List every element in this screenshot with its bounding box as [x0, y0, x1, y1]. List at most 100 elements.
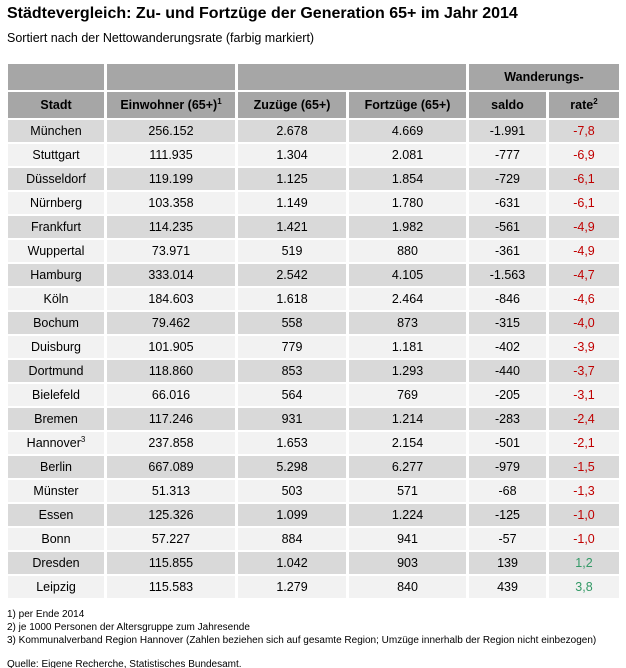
city-cell: Münster — [8, 480, 104, 502]
city-cell: Dresden — [8, 552, 104, 574]
saldo-cell: -561 — [469, 216, 546, 238]
saldo-cell: -1.991 — [469, 120, 546, 142]
page-subtitle: Sortiert nach der Nettowanderungsrate (f… — [7, 31, 315, 45]
city-cell: Essen — [8, 504, 104, 526]
fortzuege-cell: 880 — [349, 240, 466, 262]
saldo-cell: -631 — [469, 192, 546, 214]
table-row: Duisburg 101.905 779 1.181 -402 -3,9 — [8, 336, 619, 358]
column-header-label: saldo — [491, 98, 524, 112]
einwohner-cell: 103.358 — [107, 192, 235, 214]
saldo-cell: -283 — [469, 408, 546, 430]
zuzuege-cell: 1.421 — [238, 216, 346, 238]
saldo-cell: -125 — [469, 504, 546, 526]
zuzuege-cell: 1.618 — [238, 288, 346, 310]
city-cell: Düsseldorf — [8, 168, 104, 190]
fortzuege-cell: 2.464 — [349, 288, 466, 310]
saldo-cell: 139 — [469, 552, 546, 574]
rate-cell: -1,0 — [549, 528, 619, 550]
column-header-einwohner: Einwohner (65+)1 — [107, 92, 235, 118]
table-row: Nürnberg 103.358 1.149 1.780 -631 -6,1 — [8, 192, 619, 214]
einwohner-cell: 57.227 — [107, 528, 235, 550]
table-row: Köln 184.603 1.618 2.464 -846 -4,6 — [8, 288, 619, 310]
rate-cell: -1,0 — [549, 504, 619, 526]
fortzuege-cell: 2.154 — [349, 432, 466, 454]
group-header-wanderungs: Wanderungs- — [469, 64, 619, 90]
fortzuege-cell: 873 — [349, 312, 466, 334]
rate-cell: -4,0 — [549, 312, 619, 334]
saldo-cell: -68 — [469, 480, 546, 502]
column-header-zuzuege: Zuzüge (65+) — [238, 92, 346, 118]
fortzuege-cell: 2.081 — [349, 144, 466, 166]
rate-cell: 1,2 — [549, 552, 619, 574]
zuzuege-cell: 1.304 — [238, 144, 346, 166]
einwohner-cell: 667.089 — [107, 456, 235, 478]
city-cell: Stuttgart — [8, 144, 104, 166]
fortzuege-cell: 1.982 — [349, 216, 466, 238]
column-header-stadt: Stadt — [8, 92, 104, 118]
rate-cell: -3,1 — [549, 384, 619, 406]
city-cell: Dortmund — [8, 360, 104, 382]
zuzuege-cell: 1.125 — [238, 168, 346, 190]
rate-cell: -3,9 — [549, 336, 619, 358]
table-row: Frankfurt 114.235 1.421 1.982 -561 -4,9 — [8, 216, 619, 238]
fortzuege-cell: 1.181 — [349, 336, 466, 358]
einwohner-cell: 119.199 — [107, 168, 235, 190]
fortzuege-cell: 1.780 — [349, 192, 466, 214]
city-cell: Bochum — [8, 312, 104, 334]
column-header-rate: rate2 — [549, 92, 619, 118]
fortzuege-cell: 941 — [349, 528, 466, 550]
table-row: Hamburg 333.014 2.542 4.105 -1.563 -4,7 — [8, 264, 619, 286]
saldo-cell: -57 — [469, 528, 546, 550]
footnote-1: 1) per Ende 2014 — [7, 609, 85, 620]
fortzuege-cell: 1.224 — [349, 504, 466, 526]
table-row: Bochum 79.462 558 873 -315 -4,0 — [8, 312, 619, 334]
column-header-label: Einwohner (65+) — [120, 98, 218, 112]
city-cell: Hannover3 — [8, 432, 104, 454]
column-header-sup: 1 — [217, 96, 222, 106]
table-row: Bonn 57.227 884 941 -57 -1,0 — [8, 528, 619, 550]
zuzuege-cell: 884 — [238, 528, 346, 550]
rate-cell: -6,1 — [549, 192, 619, 214]
page-title: Städtevergleich: Zu- und Fortzüge der Ge… — [7, 5, 518, 22]
table-body: München 256.152 2.678 4.669 -1.991 -7,8 Stuttg… — [8, 120, 619, 598]
saldo-cell: 439 — [469, 576, 546, 598]
einwohner-cell: 117.246 — [107, 408, 235, 430]
city-cell: Bremen — [8, 408, 104, 430]
einwohner-cell: 125.326 — [107, 504, 235, 526]
zuzuege-cell: 1.099 — [238, 504, 346, 526]
city-cell: Frankfurt — [8, 216, 104, 238]
zuzuege-cell: 558 — [238, 312, 346, 334]
table-row: München 256.152 2.678 4.669 -1.991 -7,8 — [8, 120, 619, 142]
city-cell: Köln — [8, 288, 104, 310]
rate-cell: -4,9 — [549, 216, 619, 238]
zuzuege-cell: 1.653 — [238, 432, 346, 454]
zuzuege-cell: 2.678 — [238, 120, 346, 142]
einwohner-cell: 114.235 — [107, 216, 235, 238]
city-cell: Wuppertal — [8, 240, 104, 262]
rate-cell: -6,1 — [549, 168, 619, 190]
zuzuege-cell: 503 — [238, 480, 346, 502]
city-cell: Duisburg — [8, 336, 104, 358]
fortzuege-cell: 903 — [349, 552, 466, 574]
einwohner-cell: 79.462 — [107, 312, 235, 334]
rate-cell: -2,1 — [549, 432, 619, 454]
table-row: Essen 125.326 1.099 1.224 -125 -1,0 — [8, 504, 619, 526]
saldo-cell: -846 — [469, 288, 546, 310]
einwohner-cell: 184.603 — [107, 288, 235, 310]
saldo-cell: -440 — [469, 360, 546, 382]
saldo-cell: -361 — [469, 240, 546, 262]
rate-cell: -4,6 — [549, 288, 619, 310]
fortzuege-cell: 6.277 — [349, 456, 466, 478]
group-header-blank-stadt — [8, 64, 104, 90]
fortzuege-cell: 4.105 — [349, 264, 466, 286]
zuzuege-cell: 564 — [238, 384, 346, 406]
footnotes: 1) per Ende 2014 2) je 1000 Personen der… — [7, 608, 620, 647]
zuzuege-cell: 1.149 — [238, 192, 346, 214]
city-cell: Nürnberg — [8, 192, 104, 214]
zuzuege-cell: 779 — [238, 336, 346, 358]
fortzuege-cell: 1.293 — [349, 360, 466, 382]
einwohner-cell: 111.935 — [107, 144, 235, 166]
saldo-cell: -315 — [469, 312, 546, 334]
table-row: Düsseldorf 119.199 1.125 1.854 -729 -6,1 — [8, 168, 619, 190]
zuzuege-cell: 1.279 — [238, 576, 346, 598]
